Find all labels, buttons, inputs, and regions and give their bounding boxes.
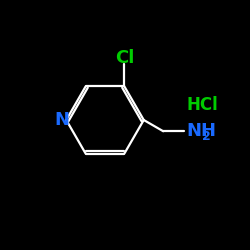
Text: Cl: Cl	[115, 49, 134, 67]
Text: N: N	[54, 111, 69, 129]
Text: 2: 2	[202, 130, 211, 143]
Text: NH: NH	[186, 122, 216, 140]
Text: HCl: HCl	[186, 96, 218, 114]
